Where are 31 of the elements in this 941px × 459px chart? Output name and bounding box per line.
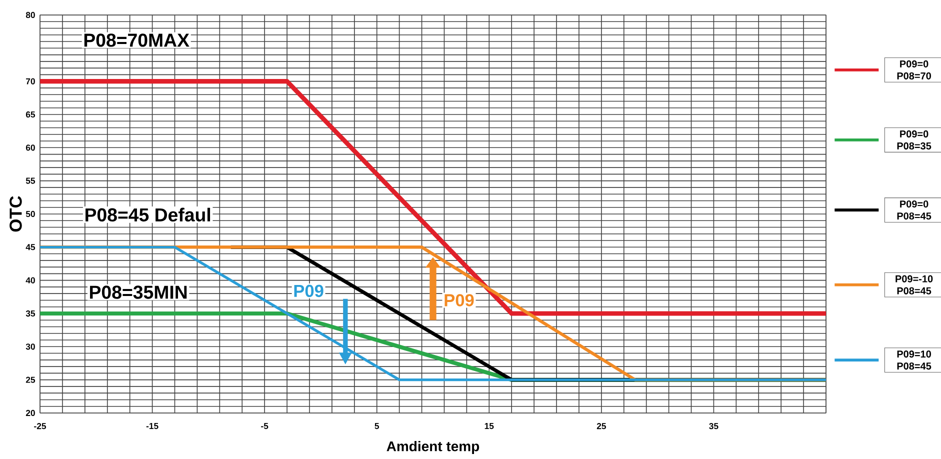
y-tick-label: 80 — [26, 12, 35, 18]
legend-label: P09=10 P08=45 — [897, 350, 932, 370]
y-tick-label: 35 — [26, 310, 36, 317]
annotation: P08=35MIN — [90, 286, 187, 299]
y-tick-label: 30 — [26, 344, 35, 350]
x-tick-label: -15 — [146, 423, 158, 430]
y-axis-title: OTC — [10, 196, 22, 232]
annotation: P09 — [444, 294, 474, 306]
y-tick-label: 45 — [26, 244, 36, 250]
x-tick-label: 15 — [484, 423, 494, 430]
legend-label: P09=-10 P08=45 — [896, 275, 933, 294]
x-tick-label: -25 — [34, 423, 46, 430]
y-tick-label: 70 — [26, 78, 35, 84]
x-tick-label: 5 — [374, 423, 380, 430]
x-tick-label: -5 — [261, 423, 268, 430]
legend-label: P09=0 P08=45 — [897, 200, 932, 220]
x-tick-label: 25 — [596, 423, 606, 430]
legend-label: P09=0 P08=70 — [897, 60, 931, 80]
y-tick-label: 20 — [26, 410, 35, 416]
y-tick-label: 25 — [26, 376, 36, 383]
y-tick-label: 55 — [26, 178, 36, 184]
annotation: P08=70MAX — [84, 34, 190, 47]
x-tick-label: 35 — [709, 423, 718, 430]
x-axis-title: Amdient temp — [386, 441, 480, 454]
y-tick-label: 40 — [26, 277, 35, 284]
legend-label: P09=0 P08=35 — [897, 130, 932, 150]
annotation: P09 — [294, 284, 324, 298]
annotation: P08=45 Defaul — [86, 208, 210, 222]
y-tick-label: 60 — [26, 144, 35, 151]
y-tick-label: 50 — [26, 210, 35, 218]
y-tick-label: 65 — [26, 111, 36, 118]
